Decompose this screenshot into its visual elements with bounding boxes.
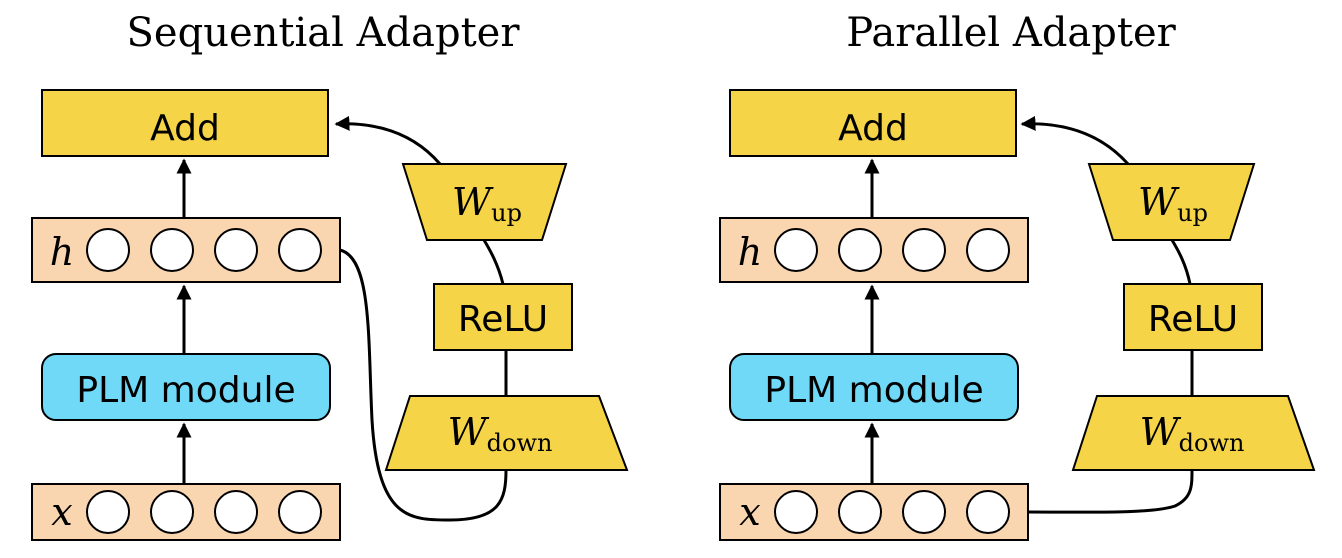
arrow-w-up-to-add <box>1020 115 1130 166</box>
sequential-adapter-diagram: Sequential Adapter Add h PLM module x Wu… <box>31 10 629 541</box>
h-neuron <box>278 228 322 272</box>
h-neuron <box>774 228 818 272</box>
h-neuron <box>86 228 130 272</box>
edge-x-to-w-down <box>1027 469 1194 514</box>
w-down-block <box>384 395 629 471</box>
add-box <box>41 89 329 157</box>
x-neuron <box>150 490 194 534</box>
parallel-title: Parallel Adapter <box>846 10 1176 56</box>
relu-label: ReLU <box>1148 299 1238 340</box>
w-down-label: Wdown <box>448 410 553 457</box>
add-label: Add <box>838 108 908 149</box>
edge-relu-to-w-up <box>482 239 505 285</box>
edge-relu-to-w-up <box>1170 239 1192 285</box>
w-up-label: Wup <box>1138 180 1208 227</box>
sequential-title: Sequential Adapter <box>127 10 521 56</box>
x-neuron <box>838 490 882 534</box>
x-neuron <box>902 490 946 534</box>
x-neuron <box>278 490 322 534</box>
w-down-label: Wdown <box>1140 410 1245 457</box>
add-label: Add <box>150 108 220 149</box>
x-label: x <box>51 490 72 534</box>
plm-module-label: PLM module <box>76 370 295 411</box>
parallel-adapter-diagram: Parallel Adapter Add h PLM module x Wup <box>719 10 1316 541</box>
relu-box <box>433 283 573 351</box>
h-neuron <box>150 228 194 272</box>
x-neuron <box>214 490 258 534</box>
w-up-label: Wup <box>452 180 522 227</box>
h-neuron <box>902 228 946 272</box>
h-neuron <box>214 228 258 272</box>
h-label: h <box>738 230 762 274</box>
h-label: h <box>50 230 74 274</box>
plm-module-label: PLM module <box>764 370 983 411</box>
x-neuron <box>86 490 130 534</box>
w-up-block <box>1087 163 1256 241</box>
h-neuron <box>966 228 1010 272</box>
x-neuron <box>966 490 1010 534</box>
arrow-w-up-to-add <box>334 115 442 165</box>
x-neuron <box>774 490 818 534</box>
edge-h-to-w-down <box>339 248 508 522</box>
plm-module-box <box>41 353 331 421</box>
add-box <box>729 89 1017 157</box>
x-label: x <box>739 490 760 534</box>
relu-label: ReLU <box>458 299 548 340</box>
h-neuron <box>838 228 882 272</box>
w-up-block <box>401 163 568 241</box>
w-down-block <box>1071 395 1316 471</box>
plm-module-box <box>729 353 1019 421</box>
